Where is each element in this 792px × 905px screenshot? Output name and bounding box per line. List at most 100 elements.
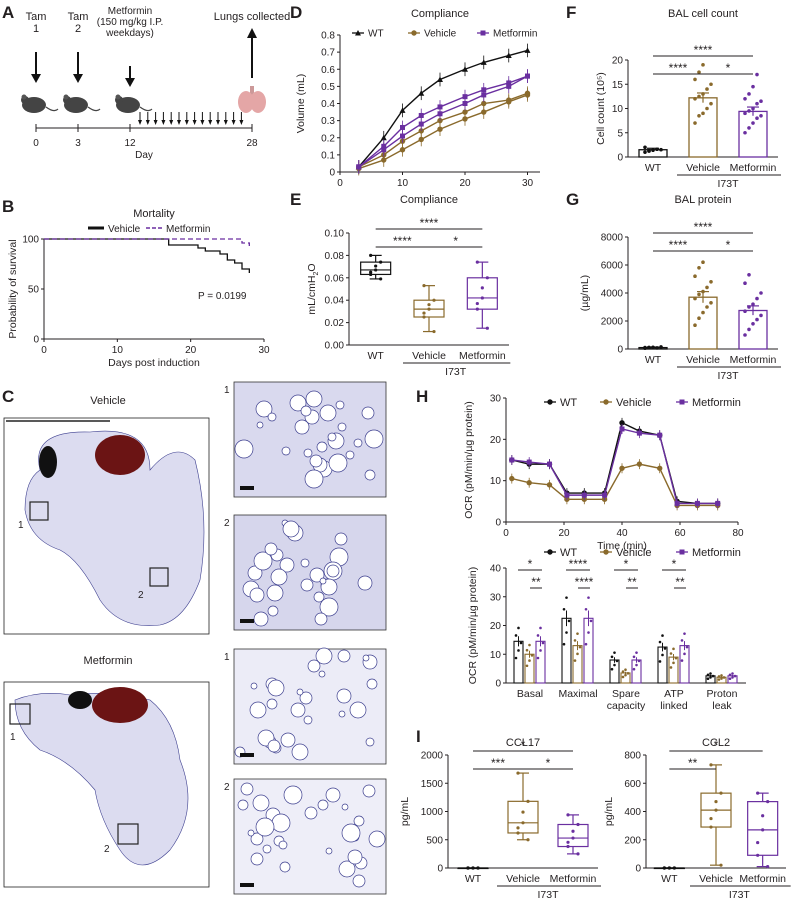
data-point — [647, 345, 651, 350]
data-point — [705, 87, 709, 91]
alveolus-shape — [338, 860, 356, 878]
data-point — [562, 607, 566, 611]
data-point — [701, 63, 705, 67]
legend-marker — [679, 399, 685, 405]
data-point — [576, 632, 579, 635]
data-point — [481, 109, 487, 115]
chart-title: Compliance — [411, 8, 469, 20]
legend-label: WT — [368, 29, 384, 40]
data-point — [462, 66, 468, 72]
data-point — [517, 649, 520, 652]
data-point — [427, 303, 431, 307]
data-point — [728, 677, 732, 680]
alveolus-shape — [318, 670, 326, 678]
x-tick-label: Basal — [517, 688, 543, 700]
group-label: I73T — [717, 178, 739, 190]
data-point — [356, 164, 362, 170]
bar — [679, 645, 690, 684]
data-point — [761, 814, 765, 818]
y-tick-label: 800 — [624, 751, 641, 762]
data-point — [756, 853, 760, 857]
data-point — [399, 107, 406, 113]
alveolus-shape — [280, 732, 296, 748]
alveolus-shape — [325, 847, 333, 855]
alveolus-shape — [264, 542, 278, 556]
x-tick-label: Metformin — [730, 354, 777, 366]
bar — [524, 653, 535, 684]
dose-arrow-head — [169, 120, 174, 125]
legend-label: WT — [560, 547, 577, 559]
data-point — [624, 673, 627, 677]
data-point — [697, 316, 701, 321]
x-tick-label: 40 — [616, 528, 628, 539]
legend-label: Vehicle — [616, 547, 651, 559]
data-point — [672, 866, 676, 870]
y-tick-label: 10 — [612, 104, 624, 115]
legend-label-vehicle: Vehicle — [108, 224, 141, 235]
chart-title: BAL protein — [674, 194, 731, 206]
data-point — [578, 645, 582, 649]
alveolus-shape — [279, 557, 295, 573]
y-axis-label: OCR (pM/min/µg protein) — [467, 567, 479, 685]
mouse-icon — [115, 94, 153, 113]
data-point — [643, 345, 647, 350]
data-point — [715, 500, 721, 506]
x-tick-label: Metformin — [739, 873, 786, 885]
alveolus-shape — [319, 597, 339, 617]
legend-marker — [547, 399, 553, 405]
timeline-tick-label: 12 — [124, 138, 136, 149]
data-point — [610, 655, 614, 659]
data-point — [437, 111, 443, 117]
legend-label-metformin: Metformin — [166, 224, 210, 235]
dose-arrow-head — [153, 120, 158, 125]
data-point — [584, 642, 588, 646]
data-point — [475, 301, 479, 306]
data-point — [509, 457, 515, 463]
group-label: I73T — [445, 366, 467, 378]
data-point — [547, 461, 552, 467]
data-point — [517, 626, 520, 630]
y-tick-label: 0.7 — [321, 48, 335, 59]
tam2-label: Tam 2 — [68, 11, 89, 35]
alveolus-shape — [289, 394, 307, 412]
legend-marker — [480, 30, 486, 36]
y-tick-label: 0.04 — [325, 296, 345, 307]
data-point — [476, 866, 480, 870]
alveolus-shape — [362, 654, 370, 662]
data-point — [657, 432, 663, 438]
data-point — [635, 651, 638, 654]
data-point — [521, 821, 525, 825]
data-point — [422, 315, 426, 319]
alveolus-shape — [291, 743, 309, 761]
data-point — [462, 116, 468, 122]
data-point — [369, 253, 373, 257]
data-point — [755, 101, 759, 106]
data-point — [766, 864, 770, 869]
zoom-scale-bar — [240, 486, 254, 490]
data-point — [706, 673, 710, 677]
data-point — [709, 825, 713, 829]
data-point — [466, 866, 470, 870]
alveolus-shape — [304, 806, 318, 820]
alveolus-shape — [335, 400, 345, 410]
data-point — [669, 652, 673, 655]
y-tick-label: 0.4 — [321, 99, 335, 110]
data-point — [658, 640, 662, 644]
data-point — [589, 619, 593, 623]
data-point — [709, 763, 713, 767]
data-point — [651, 148, 655, 153]
data-point — [573, 639, 577, 642]
data-point — [756, 791, 760, 795]
data-point — [536, 656, 540, 660]
data-point — [755, 296, 759, 301]
alveolus-shape — [270, 568, 288, 586]
x-tick-label: WT — [368, 350, 385, 362]
alveolus-shape — [303, 715, 313, 725]
p-value-annotation: P = 0.0199 — [198, 291, 247, 302]
significance-label: * — [453, 234, 458, 248]
panel-label-h: H — [416, 387, 428, 406]
alveolus-shape — [315, 647, 333, 665]
vehicle-lung-tissue — [24, 430, 205, 626]
alveolus-shape — [365, 737, 375, 747]
dose-arrow-head — [184, 120, 189, 125]
